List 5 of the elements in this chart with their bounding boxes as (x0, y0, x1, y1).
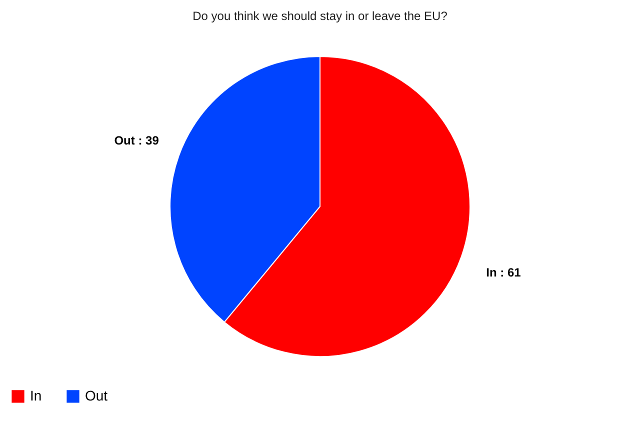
legend-label: Out (85, 387, 108, 404)
data-label: In : 61 (486, 266, 522, 280)
legend-label: In (30, 387, 42, 404)
data-label: Out : 39 (114, 133, 160, 148)
chart-title: Do you think we should stay in or leave the EU? (192, 9, 448, 23)
